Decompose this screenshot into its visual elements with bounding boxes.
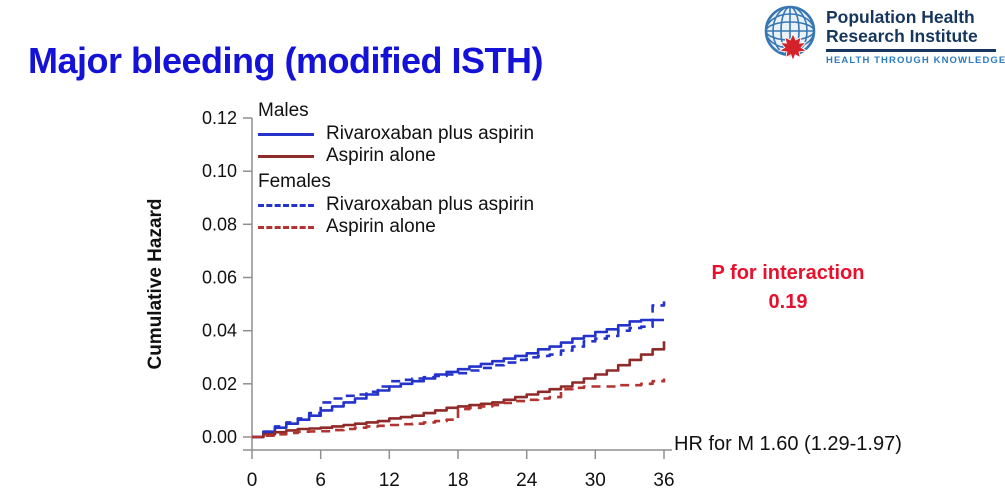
series-curve-3 bbox=[252, 378, 666, 439]
chart-legend: Males Rivaroxaban plus aspirin Aspirin a… bbox=[258, 99, 534, 238]
logo-text: Population Health Research Institute HEA… bbox=[826, 5, 1005, 66]
x-tick-label: 30 bbox=[585, 470, 606, 491]
page-title: Major bleeding (modified ISTH) bbox=[28, 40, 544, 81]
x-tick-label: 18 bbox=[447, 470, 468, 491]
y-tick-label: 0.00 bbox=[202, 427, 237, 447]
hazard-ratio-annotation: HR for M 1.60 (1.29-1.97) HR for F 2.22 … bbox=[674, 374, 903, 504]
hr-male-text: HR for M 1.60 (1.29-1.97) bbox=[674, 433, 902, 455]
legend-item-male-riva: Rivaroxaban plus aspirin bbox=[258, 123, 534, 145]
x-tick-label: 0 bbox=[247, 470, 258, 491]
p-interaction-annotation: P for interaction 0.19 bbox=[683, 259, 893, 317]
x-tick-label: 6 bbox=[315, 470, 326, 491]
legend-item-label: Rivaroxaban plus aspirin bbox=[326, 123, 535, 144]
globe-icon bbox=[764, 5, 816, 63]
y-axis-title: Cumulative Hazard bbox=[145, 198, 166, 369]
legend-item-label: Rivaroxaban plus aspirin bbox=[326, 194, 535, 215]
logo-tagline: HEALTH THROUGH KNOWLEDGE bbox=[826, 54, 1005, 66]
male-riva-line-sample bbox=[258, 132, 314, 136]
phri-logo: Population Health Research Institute HEA… bbox=[762, 5, 1005, 66]
series-curve-2 bbox=[252, 301, 666, 439]
female-asa-line-sample bbox=[258, 225, 314, 229]
legend-item-male-asa: Aspirin alone bbox=[258, 145, 534, 167]
legend-item-female-riva: Rivaroxaban plus aspirin bbox=[258, 194, 534, 216]
female-riva-line-sample bbox=[258, 203, 314, 207]
x-tick-label: 12 bbox=[379, 470, 400, 491]
chart-svg: 0.00 0.02 0.04 0.06 0.08 0.10 0.12 0 6 12 18 24 30 36… bbox=[145, 108, 675, 491]
cumulative-hazard-chart: 0.00 0.02 0.04 0.06 0.08 0.10 0.12 0 6 12 18 24 30 36… bbox=[140, 95, 710, 495]
x-tick-label: 36 bbox=[653, 470, 674, 491]
y-tick-label: 0.08 bbox=[202, 214, 237, 234]
y-tick-label: 0.02 bbox=[202, 374, 237, 394]
legend-item-label: Aspirin alone bbox=[326, 145, 436, 166]
legend-group-females: Females bbox=[258, 171, 331, 192]
legend-item-label: Aspirin alone bbox=[326, 216, 436, 237]
p-interaction-value: 0.19 bbox=[768, 291, 808, 313]
y-tick-label: 0.06 bbox=[202, 268, 237, 288]
maple-leaf-icon bbox=[777, 32, 809, 63]
y-tick-label: 0.12 bbox=[202, 108, 237, 128]
legend-item-female-asa: Aspirin alone bbox=[258, 216, 534, 238]
y-tick-label: 0.04 bbox=[202, 321, 237, 341]
y-tick-label: 0.10 bbox=[202, 161, 237, 181]
logo-divider bbox=[826, 49, 996, 52]
series-curve-0 bbox=[252, 318, 664, 439]
series-curve-1 bbox=[252, 341, 666, 439]
logo-name-line1: Population Health bbox=[826, 7, 975, 27]
x-tick-label: 24 bbox=[516, 470, 538, 491]
male-asa-line-sample bbox=[258, 154, 314, 158]
legend-group-males: Males bbox=[258, 100, 309, 121]
logo-name-line2: Research Institute bbox=[826, 26, 978, 46]
p-interaction-label: P for interaction bbox=[711, 262, 865, 284]
